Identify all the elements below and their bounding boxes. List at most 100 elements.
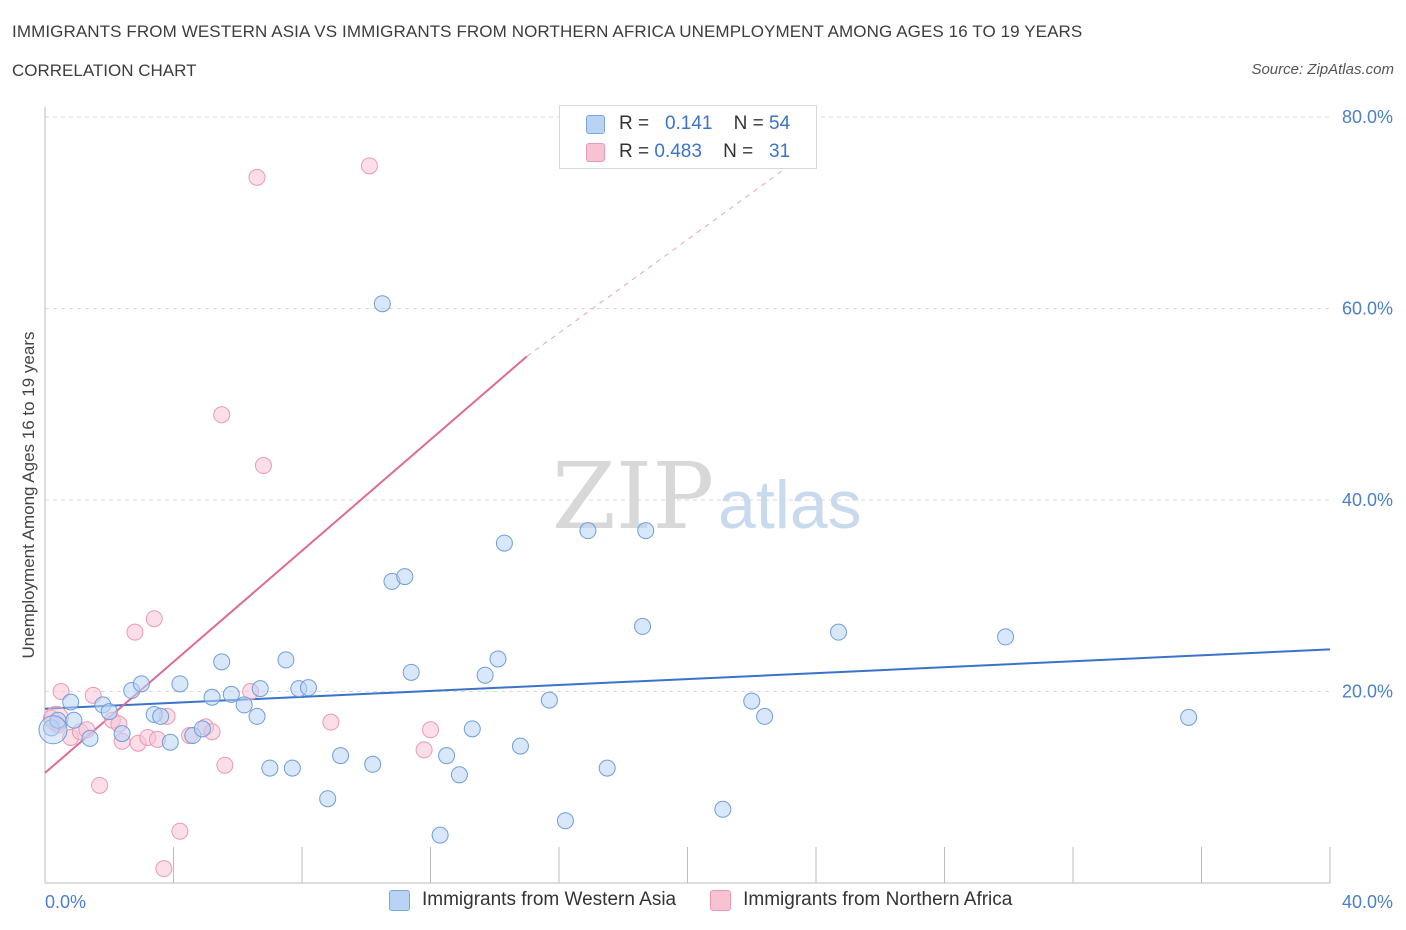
legend-n-value: 54 [769,113,791,134]
y-tick-label: 20.0% [1342,682,1393,702]
data-point-western-asia [489,650,507,668]
data-point-northern-africa [171,822,189,840]
watermark-zip: ZIP [552,443,714,550]
data-point-western-asia [495,534,513,552]
trend-lines [44,164,1331,774]
data-point-western-asia [756,707,774,725]
data-point-northern-africa [126,623,144,641]
data-point-western-asia [171,675,189,693]
data-point-western-asia [251,680,269,698]
legend-r-value: 0.141 [664,113,713,134]
data-point-western-asia [997,628,1015,646]
data-point-northern-africa [213,406,231,424]
data-point-northern-africa [91,776,109,794]
legend-swatch-blue [586,114,605,134]
legend-swatch-blue [389,889,410,911]
y-tick-label: 60.0% [1342,299,1393,319]
data-point-western-asia [743,692,761,710]
trend-line-northern-africa-extended [526,164,791,357]
data-point-western-asia [450,766,468,784]
data-point-western-asia [511,737,529,755]
data-point-western-asia [396,568,414,586]
data-point-western-asia [299,679,317,697]
data-point-northern-africa [248,168,266,186]
legend-n-label: N = [723,141,754,162]
legend-r-value: 0.483 [654,141,702,162]
x-tick-label: 0.0% [45,892,86,912]
legend-r-label: R = [619,113,650,134]
correlation-legend: R = 0.141 N = 54 R = 0.483 N = 31 [559,105,817,169]
data-point-western-asia [222,685,240,703]
data-point-western-asia [438,747,456,765]
data-point-western-asia [402,663,420,681]
data-point-northern-africa [322,713,340,731]
data-point-western-asia [476,666,494,684]
data-point-western-asia [213,653,231,671]
data-point-western-asia [364,755,382,773]
data-point-western-asia [193,720,211,738]
data-point-western-asia [332,747,350,765]
data-point-western-asia [261,759,279,777]
series-legend: Immigrants from Western Asia Immigrants … [389,889,1012,911]
data-point-western-asia [598,759,616,777]
data-point-western-asia [829,623,847,641]
legend-item-northern-africa: Immigrants from Northern Africa [743,889,1013,910]
data-point-northern-africa [415,741,433,759]
data-point-western-asia [1180,708,1198,726]
x-tick-label: 40.0% [1342,892,1393,912]
data-point-western-asia [203,688,221,706]
data-point-western-asia [248,707,266,725]
data-point-western-asia [373,295,391,313]
data-point-western-asia [283,759,301,777]
data-point-western-asia [634,617,652,635]
data-point-western-asia [235,696,253,714]
legend-n-value: 31 [769,141,791,162]
data-point-western-asia [637,522,655,540]
y-tick-label: 80.0% [1342,107,1393,127]
data-point-western-asia [152,707,170,725]
legend-n-label: N = [733,113,764,134]
legend-swatch-pink [710,889,732,911]
legend-row-northern-africa: R = 0.483 N = 31 [560,139,790,165]
data-point-western-asia [277,651,295,669]
data-point-western-asia [113,725,131,743]
data-point-western-asia [431,826,449,844]
legend-item-western-asia: Immigrants from Western Asia [422,889,677,910]
data-point-western-asia [65,711,83,729]
source-credit: Source: ZipAtlas.com [1251,61,1394,78]
trend-line-northern-africa [44,355,528,774]
series-western-asia-points [38,295,1198,844]
y-tick-label: 40.0% [1342,490,1393,510]
axes [44,107,1331,884]
data-point-western-asia [132,675,150,693]
chart-title: IMMIGRANTS FROM WESTERN ASIA VS IMMIGRAN… [12,22,1083,41]
data-point-western-asia [62,693,80,711]
data-point-northern-africa [360,157,378,175]
data-point-western-asia [319,790,337,808]
data-point-western-asia [463,720,481,738]
data-point-western-asia [714,800,732,818]
data-point-western-asia [540,691,558,709]
data-point-western-asia [161,733,179,751]
legend-swatch-pink [586,142,605,162]
data-point-northern-africa [254,457,272,475]
trend-line-western-asia [44,648,1331,710]
data-point-western-asia [556,812,574,830]
watermark-atlas: atlas [718,467,862,543]
data-point-northern-africa [52,683,70,700]
tick-labels: 20.0% 40.0% 60.0% 80.0% 0.0% 40.0% [45,107,1393,912]
watermark: ZIP atlas [552,443,862,550]
data-point-western-asia [579,522,597,540]
data-point-western-asia [100,703,118,721]
legend-r-label: R = [619,141,650,162]
data-point-northern-africa [422,721,439,739]
data-point-western-asia [81,729,99,747]
data-point-northern-africa [216,756,234,774]
legend-row-western-asia: R = 0.141 N = 54 [560,111,790,137]
data-point-northern-africa [155,860,173,878]
chart-subtitle: CORRELATION CHART [12,61,197,80]
data-point-northern-africa [145,610,163,628]
data-point-western-asia [38,715,68,745]
y-axis-label: Unemployment Among Ages 16 to 19 years [19,332,38,659]
